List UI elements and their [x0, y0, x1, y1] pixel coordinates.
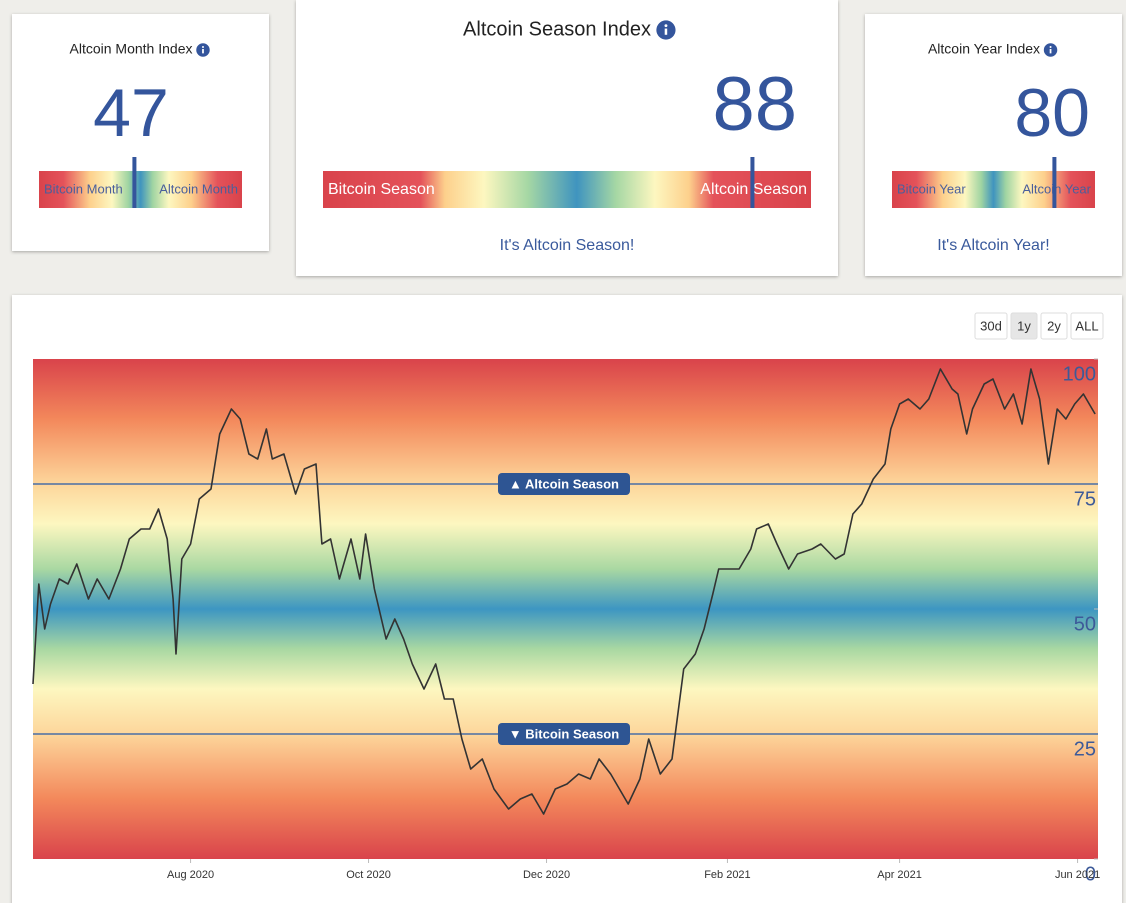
y-tick-label: 0	[1085, 863, 1096, 885]
range-button-label[interactable]: 1y	[1017, 318, 1031, 333]
y-tick-label: 100	[1063, 363, 1096, 385]
index-value: 88	[712, 62, 797, 147]
x-tick-label: Dec 2020	[523, 869, 570, 881]
range-button-label[interactable]: 30d	[980, 318, 1002, 333]
range-button-label[interactable]: 2y	[1047, 318, 1061, 333]
info-icon-dot	[1049, 45, 1052, 48]
plot-background	[33, 359, 1098, 859]
gauge-label-right: Altcoin Month	[159, 181, 238, 196]
x-tick-label: Oct 2020	[346, 869, 391, 881]
card-title: Altcoin Month Index	[70, 41, 193, 57]
gauge-bar	[323, 171, 811, 208]
card-message: It's Altcoin Season!	[500, 237, 635, 254]
range-button-bg[interactable]	[1010, 312, 1038, 340]
x-tick-label: Apr 2021	[877, 869, 922, 881]
range-button-bg[interactable]	[1040, 312, 1068, 340]
index-value: 47	[93, 75, 169, 151]
y-tick-label: 25	[1074, 738, 1096, 760]
gauge-label-left: Bitcoin Year	[897, 181, 966, 196]
y-tick-label: 75	[1074, 488, 1096, 510]
threshold-badge	[498, 723, 630, 745]
gauge-bar	[39, 171, 242, 208]
range-button-bg[interactable]	[1070, 312, 1104, 340]
card-title: Altcoin Season Index	[463, 18, 651, 40]
threshold-label: ▲ Altcoin Season	[509, 476, 619, 491]
range-button[interactable]: 2y	[1040, 312, 1068, 340]
y-tick-label: 50	[1074, 613, 1096, 635]
index-line	[32, 368, 1096, 815]
index-value: 80	[1014, 75, 1090, 151]
index-card	[12, 14, 269, 251]
info-icon-glyph	[664, 28, 668, 35]
gauge-label-left: Bitcoin Month	[44, 181, 123, 196]
info-icon-glyph	[1049, 48, 1052, 54]
range-button-bg[interactable]	[974, 312, 1008, 340]
gauge-marker	[750, 157, 755, 208]
info-icon-dot	[201, 45, 204, 48]
info-icon-glyph	[202, 48, 204, 54]
threshold-label: ▼ Bitcoin Season	[509, 726, 619, 741]
index-card	[296, 0, 838, 276]
gauge-marker	[132, 157, 137, 208]
info-icon-dot	[664, 24, 668, 28]
gauge-bar	[892, 171, 1095, 208]
index-card	[865, 14, 1122, 276]
gauge-label-left: Bitcoin Season	[328, 181, 435, 198]
range-button-label[interactable]: ALL	[1075, 318, 1098, 333]
gauge-marker	[1052, 157, 1057, 208]
range-button[interactable]: 1y	[1010, 312, 1038, 340]
gauge-label-right: Altcoin Year	[1022, 181, 1091, 196]
x-tick-label: Jun 2021	[1055, 869, 1100, 881]
range-button[interactable]: 30d	[974, 312, 1008, 340]
card-message: It's Altcoin Year!	[937, 237, 1049, 254]
x-tick-label: Aug 2020	[167, 869, 214, 881]
range-button[interactable]: ALL	[1070, 312, 1104, 340]
threshold-badge	[498, 473, 630, 495]
card-title: Altcoin Year Index	[928, 41, 1040, 57]
x-tick-label: Feb 2021	[704, 869, 750, 881]
